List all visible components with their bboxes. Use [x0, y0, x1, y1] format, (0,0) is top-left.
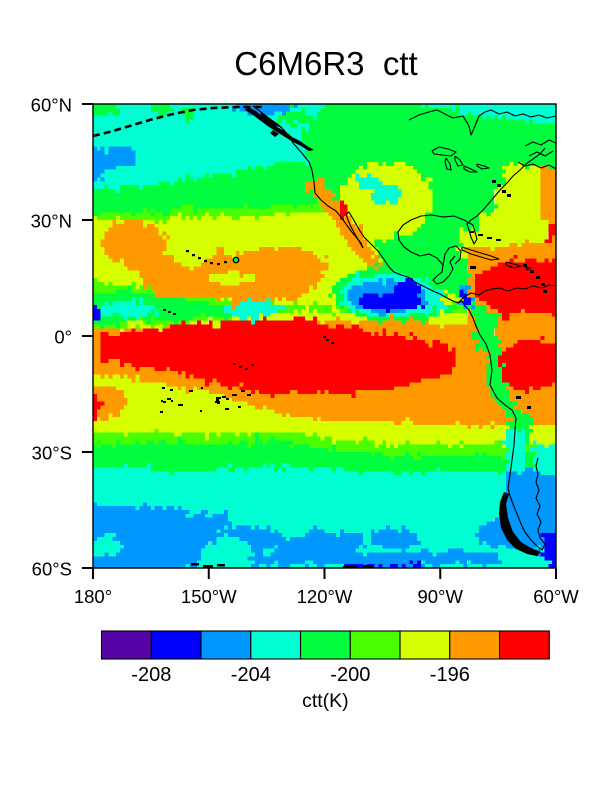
svg-text:-208: -208	[131, 664, 171, 686]
svg-text:-196: -196	[430, 664, 470, 686]
svg-text:30°N: 30°N	[31, 210, 72, 231]
svg-text:60°S: 60°S	[32, 558, 72, 579]
svg-text:180°: 180°	[74, 586, 112, 607]
svg-text:60°W: 60°W	[533, 586, 579, 607]
svg-text:-200: -200	[330, 664, 370, 686]
svg-text:90°W: 90°W	[417, 586, 463, 607]
svg-text:120°W: 120°W	[297, 586, 353, 607]
svg-text:C6M6R3 ctt: C6M6R3 ctt	[234, 45, 417, 82]
svg-text:0°: 0°	[54, 326, 72, 347]
svg-text:30°S: 30°S	[32, 442, 72, 463]
svg-text:60°N: 60°N	[31, 94, 72, 115]
svg-text:150°W: 150°W	[181, 586, 237, 607]
svg-text:-204: -204	[231, 664, 271, 686]
svg-text:ctt(K): ctt(K)	[302, 690, 349, 712]
